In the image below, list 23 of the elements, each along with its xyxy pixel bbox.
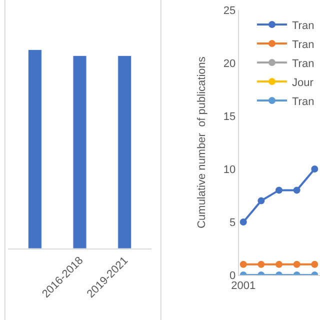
point — [311, 260, 318, 268]
y-tick-label: 20 — [223, 58, 236, 70]
y-tick-label: 15 — [223, 110, 236, 123]
point — [275, 260, 282, 268]
y-tick-label: 0 — [230, 270, 236, 282]
y-tick-label: 25 — [223, 4, 236, 17]
point — [240, 218, 247, 226]
point — [293, 260, 300, 268]
y-tick-label: 10 — [223, 164, 236, 176]
y-tick-label: 5 — [230, 216, 236, 229]
point — [240, 260, 247, 268]
legend-label: Tran — [292, 58, 314, 70]
point — [258, 260, 265, 268]
x-tick-label: 2001 — [231, 280, 256, 292]
y-axis-title: Cumulative number of publications — [196, 56, 208, 228]
legend-label: Jour — [292, 76, 314, 89]
legend-label: Tran — [292, 38, 314, 51]
point — [293, 186, 300, 194]
legend-label: Tran — [292, 20, 314, 32]
legend-label: Tran — [292, 96, 314, 108]
point — [311, 166, 318, 172]
point — [258, 197, 265, 204]
point — [275, 186, 282, 194]
